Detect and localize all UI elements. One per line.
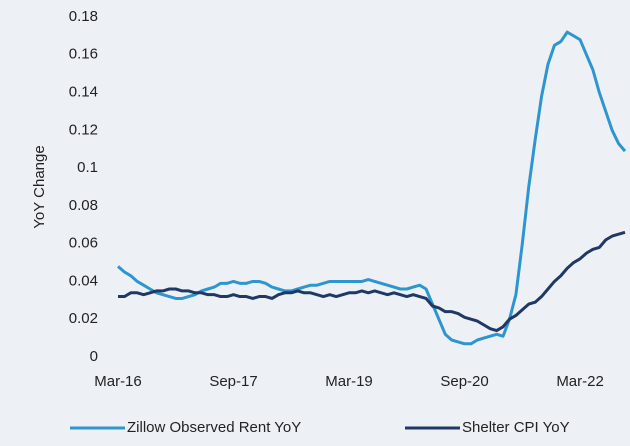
y-tick-label: 0.04 <box>69 272 98 289</box>
line-series <box>118 230 626 333</box>
legend-label: Shelter CPI YoY <box>462 419 570 436</box>
y-tick-label: 0.18 <box>69 8 98 25</box>
x-tick-label: Mar-16 <box>94 373 142 390</box>
y-tick-label: 0.06 <box>69 235 98 252</box>
line-series <box>117 30 627 346</box>
y-axis-title: YoY Change <box>31 145 48 228</box>
y-tick-label: 0.02 <box>69 310 98 327</box>
x-tick-label: Mar-22 <box>556 373 604 390</box>
y-tick-label: 0.16 <box>69 46 98 63</box>
x-tick-label: Mar-19 <box>325 373 373 390</box>
y-tick-label: 0 <box>90 348 98 365</box>
legend-label: Zillow Observed Rent YoY <box>127 419 301 436</box>
y-tick-label: 0.08 <box>69 197 98 214</box>
y-tick-label: 0.14 <box>69 84 98 101</box>
x-tick-label: Sep-17 <box>209 373 257 390</box>
y-tick-label: 0.1 <box>77 159 98 176</box>
x-tick-label: Sep-20 <box>440 373 488 390</box>
y-tick-label: 0.12 <box>69 121 98 138</box>
